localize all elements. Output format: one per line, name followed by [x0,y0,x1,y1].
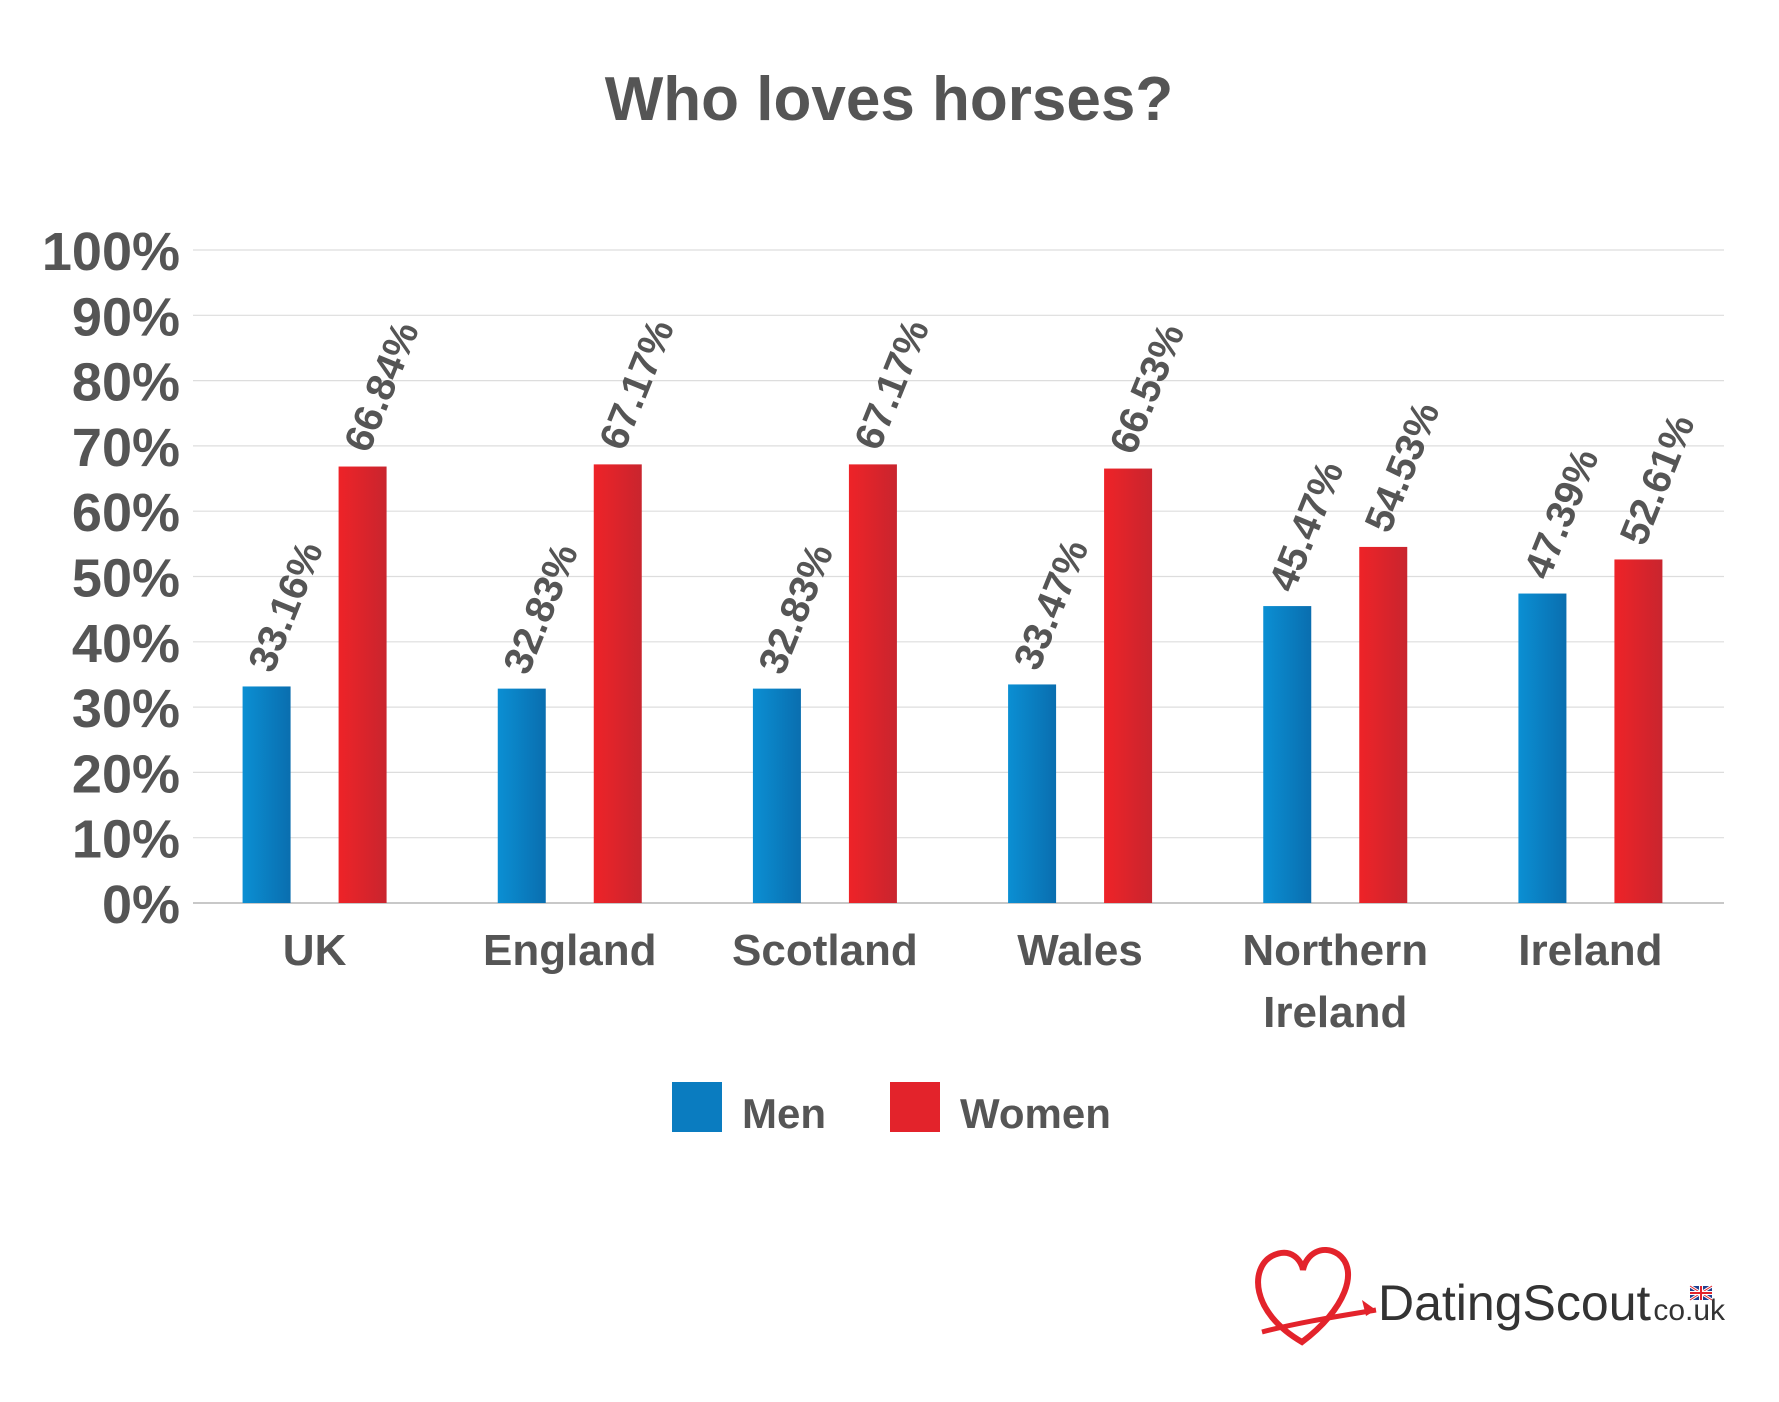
bar-women [1359,546,1408,903]
data-label: 66.84% [336,316,428,458]
bar-men [1518,593,1567,903]
data-label: 47.39% [1516,443,1608,585]
x-tick-label: England [483,926,657,975]
data-label: 67.17% [846,313,938,455]
bar-women [1104,468,1153,903]
bar-women [848,464,897,903]
legend-swatch-men [672,1082,722,1132]
brand-name: DatingScout [1378,1275,1650,1331]
uk-flag-icon [1689,1284,1713,1302]
grid [193,249,1724,904]
y-tick-label: 10% [72,810,180,870]
legend-label-women: Women [960,1090,1111,1137]
y-tick-label: 40% [72,614,180,674]
data-label: 32.83% [495,538,587,680]
y-tick-label: 0% [102,875,180,935]
bar-women [593,464,642,903]
x-axis: UK England Scotland Wales Northern Ireland Ire… [283,926,1663,1037]
bar-women [338,466,387,903]
bar-men [1008,684,1057,903]
x-tick-label: Scotland [732,926,918,975]
data-label: 32.83% [750,538,842,680]
y-tick-label: 80% [72,353,180,413]
brand-domain: .co.uk [1645,1294,1726,1327]
bar-men [752,688,801,903]
bar-women [1614,559,1663,903]
y-tick-label: 100% [42,222,180,282]
bars [242,464,1663,903]
data-labels: 33.16%66.84%32.83%67.17%32.83%67.17%33.4… [240,313,1703,680]
x-tick-label: UK [283,926,347,975]
x-tick-label: Northern [1242,926,1428,975]
y-tick-label: 60% [72,483,180,543]
y-tick-label: 20% [72,744,180,804]
data-label: 54.53% [1357,396,1449,538]
heart-arrow-icon [1255,1247,1377,1346]
y-tick-label: 30% [72,679,180,739]
brand-logo: DatingScout .co.uk [1255,1247,1726,1346]
data-label: 52.61% [1612,409,1704,551]
legend-label-men: Men [742,1090,826,1137]
data-label: 33.47% [1006,534,1098,676]
x-tick-label: Ireland [1263,988,1407,1037]
data-label: 33.16% [240,536,332,678]
data-label: 67.17% [591,313,683,455]
y-tick-label: 90% [72,287,180,347]
legend-swatch-women [890,1082,940,1132]
y-tick-label: 50% [72,549,180,609]
legend: Men Women [672,1082,1111,1137]
y-tick-label: 70% [72,418,180,478]
bar-men [242,686,291,903]
x-tick-label: Ireland [1518,926,1662,975]
chart-title: Who loves horses? [605,65,1173,134]
x-tick-label: Wales [1017,926,1143,975]
data-label: 66.53% [1102,318,1194,460]
bar-men [497,688,546,903]
y-axis: 0%10%20%30%40%50%60%70%80%90%100% [42,222,180,935]
bar-men [1263,606,1312,903]
